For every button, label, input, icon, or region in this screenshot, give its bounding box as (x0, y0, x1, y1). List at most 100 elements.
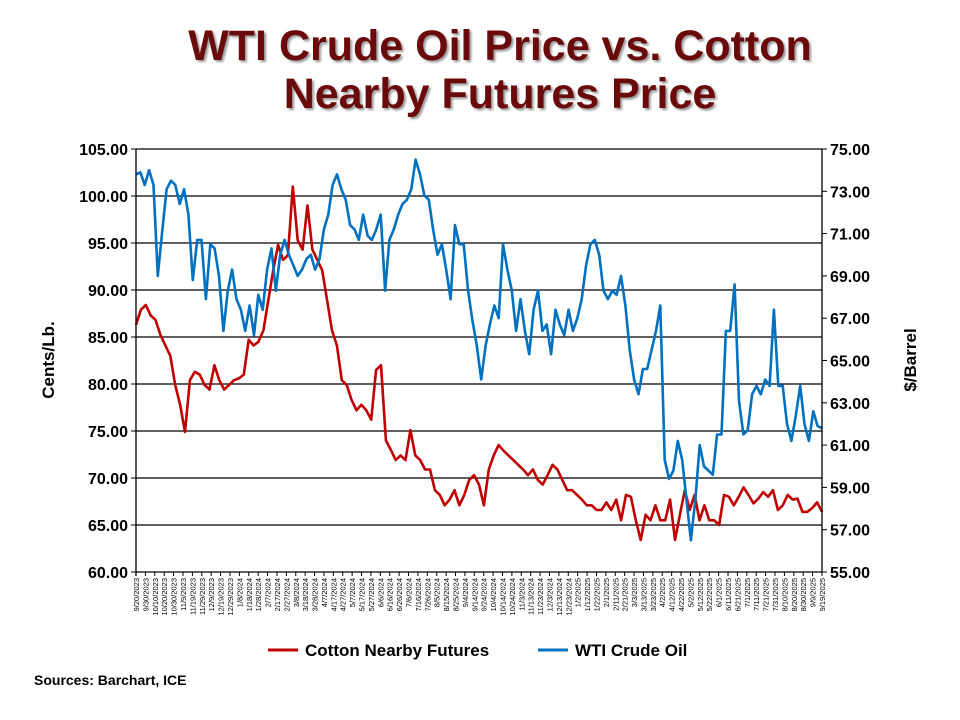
x-tick-label: 12/23/2024 (564, 578, 573, 616)
y-tick-label: 70.00 (88, 471, 128, 488)
y2-tick-label: 67.00 (830, 311, 870, 328)
x-tick-label: 11/23/2024 (536, 578, 545, 615)
x-tick-label: 6/1/2025 (715, 578, 724, 607)
x-tick-label: 12/9/2023 (207, 578, 216, 611)
x-tick-label: 3/18/2024 (301, 578, 310, 611)
x-tick-label: 7/6/2024 (405, 578, 414, 607)
y-tick-label: 80.00 (88, 377, 128, 394)
x-tick-label: 10/20/2023 (160, 578, 169, 616)
x-tick-label: 7/31/2025 (771, 578, 780, 611)
x-tick-label: 5/12/2025 (696, 578, 705, 611)
x-tick-label: 9/30/2023 (141, 578, 150, 611)
x-tick-label: 11/29/2023 (198, 578, 207, 615)
y2-tick-label: 69.00 (830, 269, 870, 286)
y-tick-label: 90.00 (88, 283, 128, 300)
x-tick-label: 4/27/2024 (339, 578, 348, 611)
axes: 105.00 100.00 95.00 90.00 85.00 80.00 75.00 70.… (79, 142, 870, 616)
x-tick-label: 6/26/2024 (395, 578, 404, 611)
x-tick-label: 4/2/2025 (658, 578, 667, 607)
x-tick-label: 3/3/2025 (630, 578, 639, 607)
x-tick-label: 5/17/2024 (358, 578, 367, 611)
x-tick-label: 1/12/2025 (583, 578, 592, 611)
x-tick-label: 12/3/2024 (545, 578, 554, 611)
x-tick-label: 10/30/2023 (170, 578, 179, 616)
x-tick-label: 2/21/2025 (621, 578, 630, 611)
y2-tick-label: 57.00 (830, 523, 870, 540)
y2-tick-label: 59.00 (830, 480, 870, 497)
x-tick-label: 8/20/2025 (790, 578, 799, 611)
y2-axis-label: $/Barrel (901, 328, 920, 391)
x-tick-label: 8/15/2024 (442, 578, 451, 611)
x-tick-label: 8/10/2025 (780, 578, 789, 611)
y2-tick-label: 75.00 (830, 142, 870, 159)
x-tick-label: 7/26/2024 (423, 578, 432, 611)
x-tick-label: 4/22/2025 (677, 578, 686, 611)
y2-tick-label: 63.00 (830, 396, 870, 413)
y-tick-label: 75.00 (88, 424, 128, 441)
x-tick-label: 12/29/2023 (226, 578, 235, 616)
x-tick-label: 4/12/2025 (668, 578, 677, 611)
x-tick-label: 2/17/2024 (273, 578, 282, 611)
x-tick-label: 8/5/2024 (433, 578, 442, 607)
y-tick-label: 105.00 (79, 142, 128, 159)
x-tick-label: 11/9/2023 (179, 578, 188, 611)
x-tick-label: 7/11/2025 (752, 578, 761, 611)
x-tick-label: 6/6/2024 (376, 578, 385, 607)
x-tick-label: 1/22/2025 (592, 578, 601, 611)
x-tick-label: 12/13/2024 (555, 578, 564, 616)
x-tick-label: 2/7/2024 (264, 578, 273, 607)
cotton-line (134, 185, 824, 542)
x-tick-label: 10/10/2023 (151, 578, 160, 616)
x-tick-label: 9/20/2023 (132, 578, 141, 611)
y-tick-label: 100.00 (79, 189, 128, 206)
series-lines (134, 158, 824, 542)
y-tick-label: 95.00 (88, 236, 128, 253)
y2-tick-label: 65.00 (830, 354, 870, 371)
x-tick-label: 5/22/2025 (705, 578, 714, 611)
legend-label-wti: WTI Crude Oil (575, 641, 687, 660)
x-tick-label: 1/2/2025 (574, 578, 583, 607)
x-tick-label: 9/19/2025 (818, 578, 827, 611)
x-tick-label: 8/25/2024 (452, 578, 461, 611)
x-tick-label: 11/13/2024 (527, 578, 536, 615)
x-tick-label: 2/11/2025 (611, 578, 620, 611)
x-tick-label: 9/9/2025 (809, 578, 818, 607)
y-tick-label: 65.00 (88, 518, 128, 535)
y2-tick-label: 73.00 (830, 184, 870, 201)
legend: Cotton Nearby Futures WTI Crude Oil (268, 641, 687, 660)
x-tick-label: 1/28/2024 (254, 578, 263, 611)
x-tick-label: 5/2/2025 (686, 578, 695, 607)
gridlines (136, 148, 822, 573)
x-tick-label: 6/11/2025 (724, 578, 733, 611)
x-tick-label: 2/27/2024 (282, 578, 291, 611)
x-tick-label: 11/3/2024 (517, 578, 526, 611)
x-tick-label: 7/16/2024 (414, 578, 423, 611)
x-tick-label: 3/8/2024 (292, 578, 301, 607)
x-tick-label: 6/16/2024 (386, 578, 395, 611)
x-tick-label: 1/18/2024 (245, 578, 254, 611)
sources-note: Sources: Barchart, ICE (34, 672, 187, 688)
chart-title-line-1: WTI Crude Oil Price vs. Cotton (188, 22, 812, 70)
y2-tick-label: 61.00 (830, 438, 870, 455)
x-tick-label: 10/14/2024 (498, 578, 507, 616)
x-tick-label: 4/17/2024 (329, 578, 338, 611)
y2-tick-label: 55.00 (830, 565, 870, 582)
x-tick-label: 3/13/2025 (639, 578, 648, 611)
x-tick-label: 9/14/2024 (470, 578, 479, 611)
x-tick-label: 5/7/2024 (348, 578, 357, 607)
y-axis-label: Cents/Lb. (39, 321, 58, 398)
x-tick-label: 9/24/2024 (480, 578, 489, 611)
x-tick-label: 10/4/2024 (489, 578, 498, 611)
x-tick-label: 8/30/2025 (799, 578, 808, 611)
x-tick-label: 3/23/2025 (649, 578, 658, 611)
x-tick-label: 12/19/2023 (217, 578, 226, 616)
x-tick-label: 1/8/2024 (235, 578, 244, 607)
x-tick-label: 11/19/2023 (188, 578, 197, 615)
x-tick-label: 10/24/2024 (508, 578, 517, 616)
chart-title-line-2: Nearby Futures Price (283, 70, 717, 118)
x-tick-label: 9/4/2024 (461, 578, 470, 607)
x-tick-label: 6/21/2025 (733, 578, 742, 611)
y-tick-label: 60.00 (88, 565, 128, 582)
x-tick-label: 5/27/2024 (367, 578, 376, 611)
